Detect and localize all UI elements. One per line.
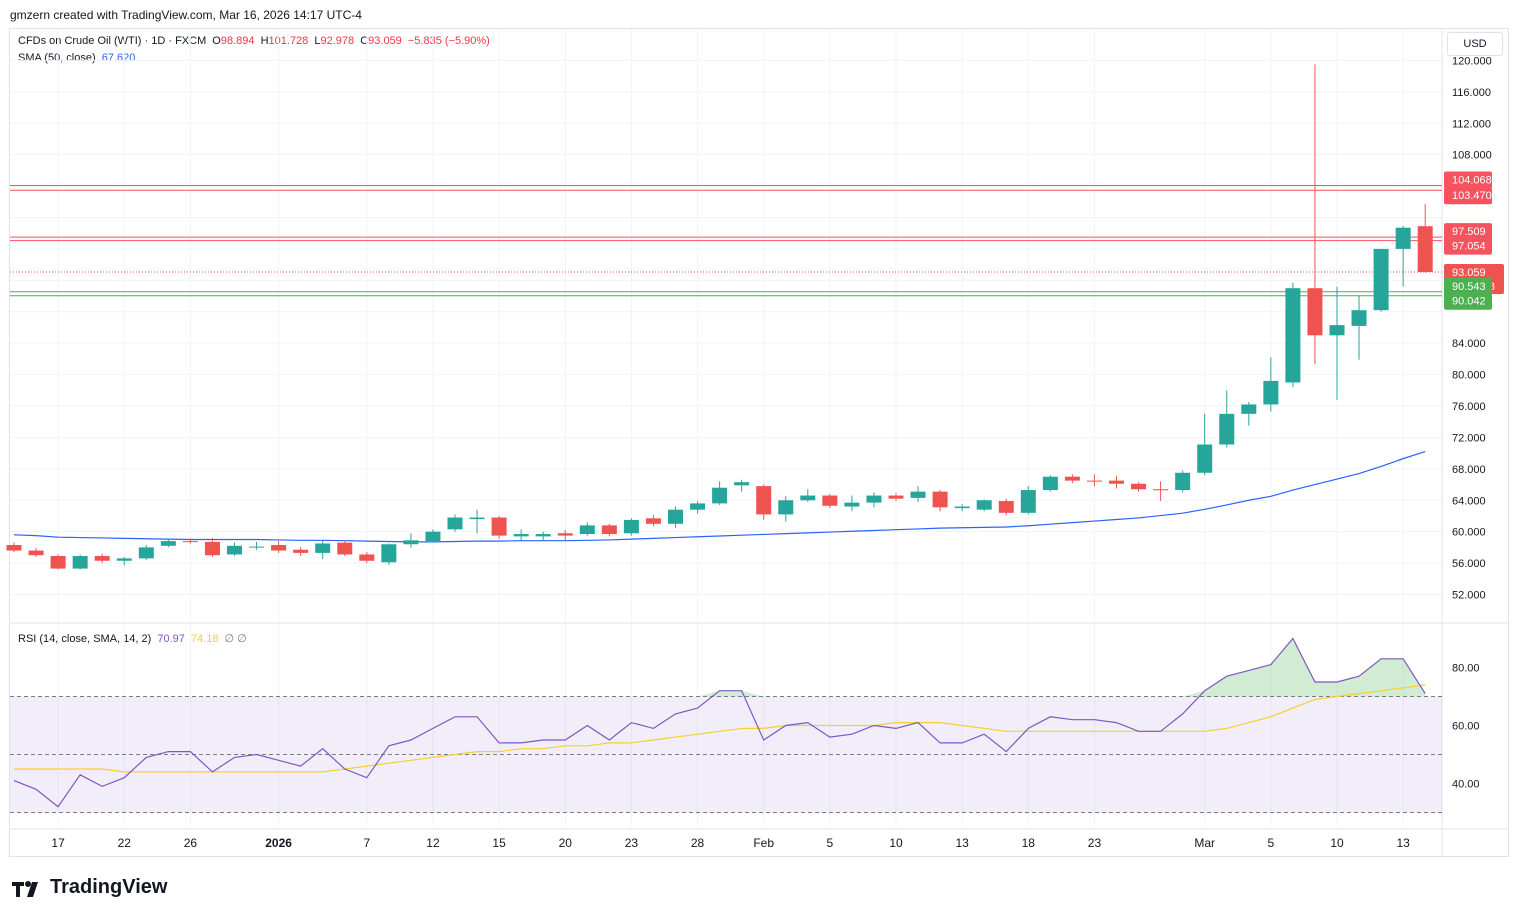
chart-credit: gmzern created with TradingView.com, Mar… — [10, 8, 362, 22]
close-label: C — [360, 35, 369, 47]
high-label: H — [260, 35, 269, 47]
tradingview-logo-icon — [12, 880, 38, 897]
rsi-legend[interactable]: RSI (14, close, SMA, 14, 2) 70.97 74.18 … — [18, 632, 250, 645]
sma-legend[interactable]: SMA (50, close) 67.620 — [18, 52, 138, 64]
tradingview-brand: TradingView — [50, 876, 168, 898]
low-value: 92.978 — [320, 35, 355, 47]
rsi-value: 70.97 — [157, 633, 185, 645]
chart-frame — [9, 28, 1509, 857]
change-value: −5.835 (−5.90%) — [407, 35, 490, 47]
currency-button[interactable]: USD — [1447, 32, 1503, 56]
high-value: 101.728 — [268, 35, 309, 47]
symbol-legend[interactable]: CFDs on Crude Oil (WTI) · 1D · FXCM O98.… — [18, 35, 493, 47]
open-label: O — [212, 35, 221, 47]
low-label: L — [314, 35, 321, 47]
symbol-name: CFDs on Crude Oil (WTI) · 1D · FXCM — [18, 35, 207, 47]
tradingview-logo: TradingView — [12, 876, 167, 899]
rsi-label: RSI (14, close, SMA, 14, 2) — [18, 633, 152, 645]
sma-label: SMA (50, close) — [18, 52, 96, 64]
rsi-extra: ∅ ∅ — [224, 633, 247, 645]
close-value: 93.059 — [368, 35, 402, 47]
rsi-sma-value: 74.18 — [190, 633, 219, 645]
sma-value: 67.620 — [101, 52, 136, 64]
open-value: 98.894 — [220, 35, 255, 47]
